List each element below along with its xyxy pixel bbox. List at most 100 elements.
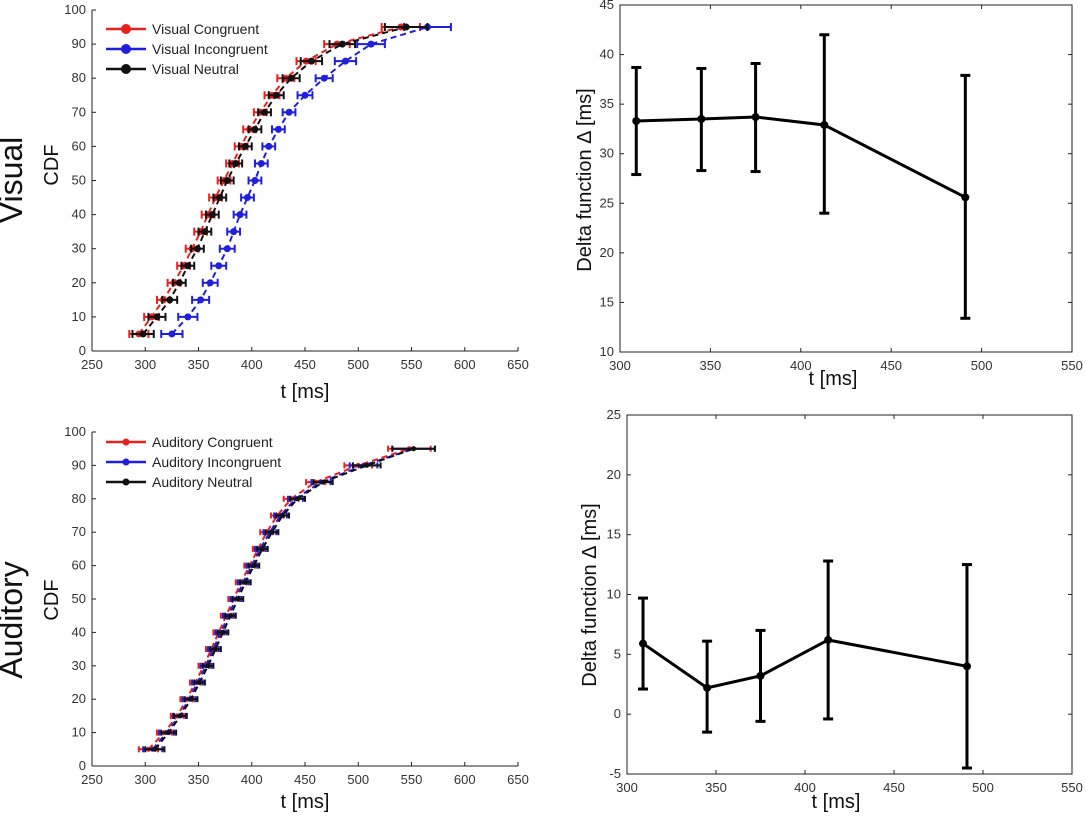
data-point	[338, 40, 346, 48]
delta-series	[638, 559, 972, 770]
row-label: Visual	[0, 137, 29, 224]
series-line	[151, 447, 414, 750]
data-point	[166, 730, 172, 736]
y-tick-label: 30	[72, 241, 86, 256]
x-tick-label: 500	[971, 358, 993, 373]
data-point	[241, 142, 249, 150]
legend-entry: Visual Incongruent	[152, 41, 268, 57]
auditory-delta-panel: 300 350 400 450 500 550 -5 0 5 10 15 20 25 t [ms] Delt…	[579, 407, 1083, 813]
row-label: Auditory	[0, 561, 29, 678]
data-point	[177, 713, 183, 719]
y-tick-label: 70	[72, 524, 86, 539]
data-point	[216, 194, 224, 202]
legend-entry: Auditory Incongruent	[152, 454, 281, 470]
x-axis-label: t [ms]	[812, 791, 861, 813]
data-point	[243, 194, 251, 202]
y-tick-label: 25	[600, 195, 614, 210]
delta-line	[636, 115, 967, 199]
data-point	[205, 663, 211, 669]
y-tick-label: 10	[72, 725, 86, 740]
x-tick-label: 550	[401, 772, 423, 787]
data-point	[251, 177, 259, 184]
y-tick-label: 40	[72, 207, 86, 222]
y-tick-label: 40	[72, 624, 86, 639]
y-tick-label: 20	[600, 245, 614, 260]
legend-entry: Visual Neutral	[152, 61, 239, 77]
x-tick-label: 400	[241, 357, 263, 372]
data-point	[235, 596, 241, 602]
auditory-cdf-panel: 250 300 350 400 450 500 550 600 650 0 10 20 30 40 50 60…	[41, 424, 529, 813]
y-tick-label: 70	[72, 104, 86, 119]
x-tick-label: 500	[347, 772, 369, 787]
x-tick-label: 500	[972, 780, 994, 795]
y-tick-label: 10	[600, 344, 614, 359]
x-tick-label: 550	[1061, 358, 1083, 373]
y-tick-label: 10	[72, 309, 86, 324]
data-point	[223, 245, 231, 253]
y-tick-label: 20	[72, 275, 86, 290]
data-point	[295, 496, 301, 502]
x-tick-label: 450	[880, 358, 902, 373]
y-tick-label: 35	[600, 96, 614, 111]
x-tick-label: 300	[134, 357, 156, 372]
y-tick-label: 90	[72, 36, 86, 51]
x-tick-label: 400	[790, 358, 812, 373]
data-point	[364, 462, 370, 468]
data-point	[259, 546, 265, 552]
delta-line	[642, 638, 968, 690]
data-point	[213, 646, 219, 652]
data-point	[197, 680, 203, 685]
legend-entry: Auditory Neutral	[152, 474, 252, 490]
series-auditory-neutral	[144, 445, 436, 753]
axes-frame	[626, 414, 1073, 775]
x-tick-label: 450	[294, 357, 316, 372]
x-tick-label: 650	[507, 772, 529, 787]
y-tick-label: 100	[64, 2, 86, 17]
x-tick-label: 650	[507, 357, 529, 372]
data-point	[257, 159, 265, 167]
y-tick-label: 15	[600, 294, 614, 309]
x-tick-label: 250	[81, 357, 103, 372]
data-point	[251, 125, 259, 133]
data-point	[227, 613, 233, 619]
y-axis-label: Delta function Δ [ms]	[579, 503, 601, 686]
x-tick-label: 350	[188, 357, 210, 372]
visual-cdf-panel: 250 300 350 400 450 500 550 600 650 0 10 20 30 40 50 60…	[41, 2, 529, 403]
x-tick-label: 350	[188, 772, 210, 787]
data-point	[251, 563, 257, 569]
data-point	[756, 671, 765, 680]
y-tick-label: 50	[72, 591, 86, 606]
data-point	[208, 211, 216, 219]
data-point	[320, 74, 328, 82]
y-tick-label: 20	[607, 467, 621, 482]
y-tick-label: 60	[72, 558, 86, 573]
data-point	[152, 746, 158, 752]
data-point	[166, 296, 174, 304]
x-tick-label: 250	[81, 772, 103, 787]
visual-delta-panel: 300 350 400 450 500 550 10 15 20 25 30 35 40 45 t [ms]…	[574, 0, 1083, 390]
data-point	[285, 108, 293, 116]
data-point	[184, 313, 192, 321]
data-point	[751, 113, 760, 122]
y-tick-label: -5	[609, 766, 621, 781]
data-point	[215, 262, 223, 270]
x-tick-label: 300	[616, 780, 638, 795]
x-tick-label: 300	[609, 358, 631, 373]
data-point	[236, 211, 244, 219]
data-point	[639, 639, 648, 648]
legend-entry: Auditory Congruent	[152, 434, 273, 450]
data-point	[230, 228, 238, 236]
data-point	[367, 40, 375, 48]
x-tick-label: 600	[454, 357, 476, 372]
y-tick-label: 40	[600, 47, 614, 62]
x-axis-label: t [ms]	[281, 381, 330, 403]
y-tick-label: 5	[614, 646, 621, 661]
y-tick-label: 10	[607, 587, 621, 602]
data-point	[197, 296, 205, 304]
legend-marker	[121, 24, 131, 34]
legend-marker	[122, 458, 130, 466]
x-axis-label: t [ms]	[281, 791, 330, 813]
y-tick-label: 0	[614, 706, 621, 721]
data-point	[274, 125, 282, 133]
data-point	[320, 479, 326, 485]
